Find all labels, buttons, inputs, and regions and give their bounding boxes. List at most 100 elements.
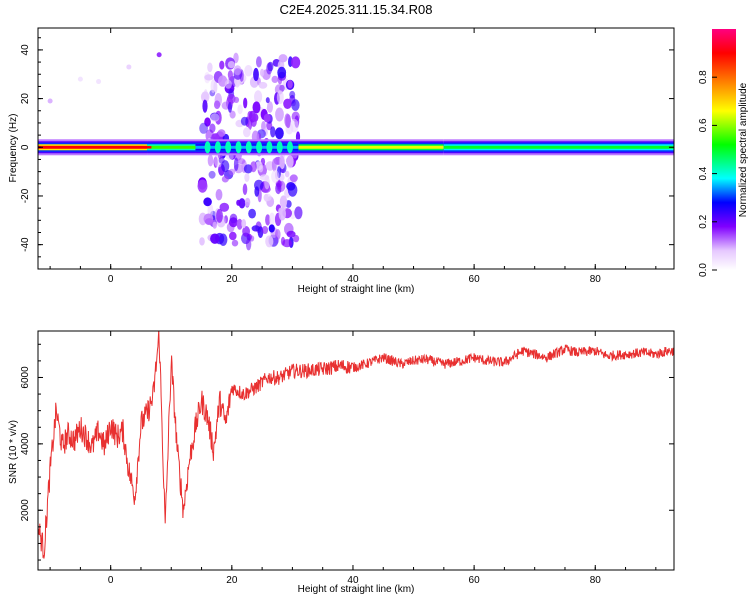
spectrogram-scatter-blob — [214, 100, 221, 109]
spectrogram-scatter-blob — [233, 65, 242, 76]
spectrogram-scatter-blob — [229, 213, 238, 224]
spectrogram-scatter-blob — [245, 238, 252, 251]
spectrogram-scatter-blob — [286, 230, 296, 238]
spectrogram-scatter-blob — [286, 182, 296, 191]
colorbar-ticks: 0.0 0.2 0.4 0.6 0.8 — [698, 70, 717, 277]
spectrogram-y-tick-label: 40 — [20, 44, 31, 56]
spectrogram-main-line-peak — [50, 146, 59, 149]
spectrogram-y-tick-label: 20 — [20, 93, 31, 105]
spectrogram-scatter-blob — [271, 158, 277, 172]
spectrogram-scatter-blob — [207, 154, 214, 167]
spectrogram-scatter-blob — [207, 203, 214, 217]
snr-ticks: 0 20 40 60 80 2000 4000 6000 — [20, 331, 674, 586]
spectrogram-isolated-point — [156, 52, 162, 58]
spectrogram-scatter-blob — [238, 198, 246, 209]
snr-y-axis-label: SNR (10 * v/v) — [8, 420, 19, 484]
spectrogram-scatter-blob — [270, 126, 276, 138]
spectrogram-scatter-blob — [243, 97, 248, 109]
spectrogram-scatter-blob — [267, 61, 274, 72]
snr-x-tick-label: 60 — [469, 575, 481, 586]
spectrogram-scatter-blob — [255, 161, 263, 171]
spectrogram-main-line-peak — [116, 146, 125, 149]
spectrogram-y-axis-label: Frequency (Hz) — [8, 114, 19, 183]
spectrogram-scatter-blob — [227, 70, 233, 80]
spectrogram-scatter-blob — [229, 231, 237, 241]
spectrogram-main-line-bead — [225, 141, 232, 154]
snr-x-axis-label: Height of straight line (km) — [298, 584, 415, 595]
spectrogram-scatter-blob — [248, 208, 256, 219]
spectrogram-scatter-blob — [289, 174, 298, 183]
spectrogram-scatter-blob — [287, 79, 293, 89]
spectrogram-scatter-blob — [237, 158, 246, 165]
spectrogram-x-tick-label: 40 — [347, 274, 359, 285]
spectrogram-scatter-blob — [233, 157, 239, 171]
snr-x-tick-label: 40 — [347, 575, 359, 586]
colorbar-tick-label: 0.2 — [698, 214, 709, 228]
snr-marks — [38, 331, 674, 559]
spectrogram-scatter-blob — [203, 89, 208, 101]
snr-y-tick-label: 2000 — [20, 499, 31, 522]
spectrogram-scatter-blob — [203, 197, 212, 207]
spectrogram-scatter-blob — [244, 65, 253, 77]
spectrogram-main-line-bead — [266, 141, 273, 154]
spectrogram-scatter-blob — [240, 116, 249, 126]
spectrogram-scatter-blob — [290, 56, 301, 69]
spectrogram-main-line-bead — [235, 141, 242, 154]
spectrogram-scatter-blob — [208, 170, 216, 179]
spectrogram-scatter-blob — [294, 206, 303, 220]
spectrogram-y-tick-label: -40 — [20, 237, 31, 252]
spectrogram-x-tick-label: 20 — [226, 274, 238, 285]
spectrogram-main-line-bead — [204, 141, 211, 154]
spectrogram-scatter-blob — [293, 234, 300, 243]
colorbar: 0.0 0.2 0.4 0.6 0.8 Normalized spectral ampl… — [698, 29, 749, 277]
spectrogram-scatter-blob — [242, 226, 251, 237]
spectrogram-scatter-blob — [197, 179, 208, 193]
spectrogram-y-tick-label: 0 — [20, 144, 31, 150]
spectrogram-scatter-blob — [289, 90, 296, 99]
spectrogram-scatter-blob — [259, 174, 270, 181]
spectrogram-scatter-blob — [263, 193, 269, 202]
spectrogram-scatter-blob — [216, 208, 223, 223]
spectrogram-scatter-blob — [202, 99, 208, 113]
spectrogram-scatter-blob — [229, 110, 236, 119]
spectrogram-scatter-blob — [224, 79, 232, 89]
spectrogram-scatter-blob — [278, 207, 286, 221]
spectrogram-scatter-blob — [265, 214, 271, 226]
spectrogram-marks — [38, 52, 674, 251]
spectrogram-main-line-peak — [103, 146, 112, 149]
spectrogram-scatter-blob — [205, 218, 214, 226]
spectrogram-scatter-blob — [231, 239, 239, 247]
spectrogram-main-line-peak — [130, 146, 139, 149]
spectrogram-x-tick-label: 0 — [108, 274, 114, 285]
spectrogram-scatter-blob — [241, 219, 247, 229]
spectrogram-scatter-blob — [221, 175, 229, 183]
spectrogram-y-tick-label: -20 — [20, 188, 31, 203]
spectrogram-isolated-point — [96, 79, 102, 85]
spectrogram-scatter-blob — [227, 61, 235, 69]
spectrogram-isolated-point — [77, 76, 83, 82]
spectrogram-panel: 0 20 40 60 80 -40 -20 0 20 40 Height of straight … — [8, 27, 675, 295]
spectrogram-scatter-blob — [219, 202, 230, 212]
spectrogram-scatter-blob — [199, 122, 209, 134]
spectrogram-scatter-blob — [265, 97, 270, 104]
snr-frame — [37, 330, 675, 571]
spectrogram-scatter-blob — [254, 186, 260, 197]
spectrogram-x-tick-label: 60 — [469, 274, 481, 285]
spectrogram-scatter-blob — [215, 189, 223, 201]
spectrogram-scatter-blob — [275, 127, 284, 140]
spectrogram-scatter-blob — [244, 197, 251, 207]
colorbar-gradient — [712, 29, 736, 270]
spectrogram-main-line-bead — [276, 141, 283, 154]
snr-series-line — [38, 331, 674, 559]
spectrogram-scatter-blob — [204, 74, 214, 81]
spectrogram-scatter-blob — [261, 226, 269, 234]
snr-panel: 0 20 40 60 80 2000 4000 6000 Height of straight… — [8, 330, 675, 595]
spectrogram-scatter-blob — [278, 54, 288, 63]
spectrogram-scatter-blob — [278, 155, 285, 169]
spectrogram-frame — [37, 27, 675, 270]
spectrogram-scatter-blob — [252, 101, 261, 114]
spectrogram-scatter-blob — [275, 229, 281, 240]
snr-x-tick-label: 0 — [108, 575, 114, 586]
spectrogram-scatter-blob — [210, 233, 220, 244]
